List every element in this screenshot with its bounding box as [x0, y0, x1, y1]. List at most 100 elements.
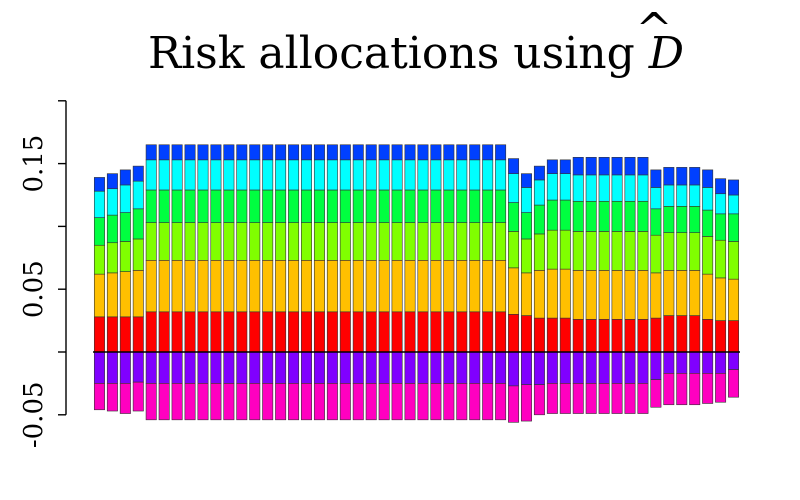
bar-segment-pos-1: [495, 260, 507, 313]
bar-segment-pos-1: [533, 270, 545, 319]
bar-segment-pos-5: [378, 144, 390, 161]
bar-segment-pos-2: [236, 222, 248, 261]
bar-segment-neg-1: [650, 379, 662, 408]
bar-segment-pos-1: [430, 260, 442, 313]
bar-segment-pos-5: [663, 167, 675, 186]
bar-segment-neg-1: [378, 383, 390, 421]
bar-segment-pos-3: [559, 199, 571, 231]
bar-segment-pos-4: [430, 159, 442, 191]
bar-segment-neg-0: [106, 351, 118, 384]
chart-title-text: Risk allocations using: [148, 28, 649, 79]
bar-segment-pos-5: [404, 144, 416, 161]
bar-segment-pos-4: [598, 174, 610, 202]
bar-segment-pos-4: [352, 159, 364, 191]
bar-segment-pos-1: [236, 260, 248, 313]
bar-segment-pos-4: [301, 159, 312, 191]
bar-segment-pos-3: [249, 189, 261, 223]
bar-segment-neg-1: [339, 383, 351, 421]
bar-segment-neg-0: [326, 351, 338, 384]
bar-segment-pos-5: [676, 167, 688, 186]
bar-segment-pos-4: [456, 159, 468, 191]
bar-segment-neg-0: [508, 351, 520, 387]
bar-segment-neg-0: [249, 351, 261, 384]
bar-segment-neg-1: [391, 383, 403, 421]
bar-segment-pos-0: [546, 317, 558, 353]
bar-segment-pos-4: [210, 159, 222, 191]
bar-segment-pos-3: [145, 189, 157, 223]
bar-segment-pos-2: [171, 222, 183, 261]
bar-segment-pos-4: [288, 159, 300, 191]
bar-segment-pos-0: [404, 311, 416, 353]
bar-segment-neg-1: [313, 383, 325, 421]
bar-segment-neg-1: [637, 383, 649, 414]
bar-segment-neg-1: [184, 383, 196, 421]
bar-segment-pos-0: [236, 311, 248, 353]
bar-segment-pos-2: [650, 234, 662, 274]
bar-segment-neg-1: [210, 383, 222, 421]
bar-segment-pos-5: [521, 173, 532, 188]
bar-segment-neg-0: [495, 351, 507, 384]
bar-segment-neg-1: [197, 383, 209, 421]
bar-segment-pos-5: [456, 144, 468, 161]
bar-segment-pos-2: [326, 222, 338, 261]
bar-segment-neg-0: [559, 351, 571, 384]
bar-segment-pos-3: [533, 204, 545, 235]
bar-segment-pos-5: [482, 144, 494, 161]
bar-segment-pos-0: [288, 311, 300, 353]
bar-segment-neg-1: [521, 384, 532, 422]
bar-segment-pos-2: [611, 231, 623, 271]
bar-segment-neg-0: [197, 351, 209, 384]
bar-segment-pos-1: [546, 268, 558, 319]
bar-segment-pos-3: [676, 206, 688, 233]
bar-segment-pos-2: [262, 222, 274, 261]
bar-segment-pos-1: [508, 267, 520, 315]
bar-segment-pos-0: [533, 317, 545, 353]
bar-segment-pos-3: [171, 189, 183, 223]
bar-segment-neg-1: [158, 383, 170, 421]
bar-segment-pos-3: [106, 214, 118, 244]
bar-segment-pos-3: [339, 189, 351, 223]
bar-segment-pos-4: [572, 174, 584, 202]
bar-segment-pos-0: [262, 311, 274, 353]
bar-segment-pos-0: [689, 315, 701, 353]
bar-segment-pos-3: [585, 200, 597, 232]
bar-segment-pos-4: [223, 159, 235, 191]
bar-segment-pos-1: [572, 270, 584, 320]
bar-segment-pos-5: [365, 144, 377, 161]
bar-segment-neg-0: [611, 351, 623, 384]
bar-segment-neg-0: [313, 351, 325, 384]
bar-segment-pos-1: [158, 260, 170, 313]
bar-segment-pos-5: [469, 144, 481, 161]
bar-segment-pos-3: [391, 189, 403, 223]
bar-segment-neg-1: [624, 383, 636, 414]
bar-segment-pos-2: [430, 222, 442, 261]
bar-segment-pos-1: [585, 270, 597, 320]
bar-segment-pos-5: [262, 144, 274, 161]
bar-segment-pos-4: [650, 187, 662, 210]
bar-segment-pos-4: [171, 159, 183, 191]
bar-segment-pos-1: [262, 260, 274, 313]
bar-segment-neg-0: [132, 351, 144, 383]
bar-segment-pos-2: [417, 222, 429, 261]
bar-segment-pos-3: [663, 206, 675, 233]
bar-segment-neg-1: [93, 383, 105, 411]
bar-segment-pos-5: [93, 177, 105, 192]
bar-segment-pos-4: [132, 180, 144, 210]
bar-segment-pos-5: [508, 158, 520, 174]
bar-segment-pos-5: [275, 144, 287, 161]
bar-segment-pos-0: [249, 311, 261, 353]
bar-segment-pos-2: [106, 242, 118, 274]
bar-segment-pos-2: [559, 229, 571, 270]
bar-segment-pos-0: [702, 319, 714, 353]
bar-segment-pos-1: [391, 260, 403, 313]
bar-segment-pos-5: [637, 157, 649, 176]
bar-segment-pos-4: [404, 159, 416, 191]
bar-segment-pos-1: [301, 260, 312, 313]
bar-segment-pos-5: [197, 144, 209, 161]
bar-segment-pos-5: [546, 159, 558, 174]
bar-segment-pos-5: [417, 144, 429, 161]
bar-segment-pos-2: [585, 231, 597, 271]
bar-segment-pos-0: [223, 311, 235, 353]
bar-segment-pos-1: [624, 270, 636, 320]
